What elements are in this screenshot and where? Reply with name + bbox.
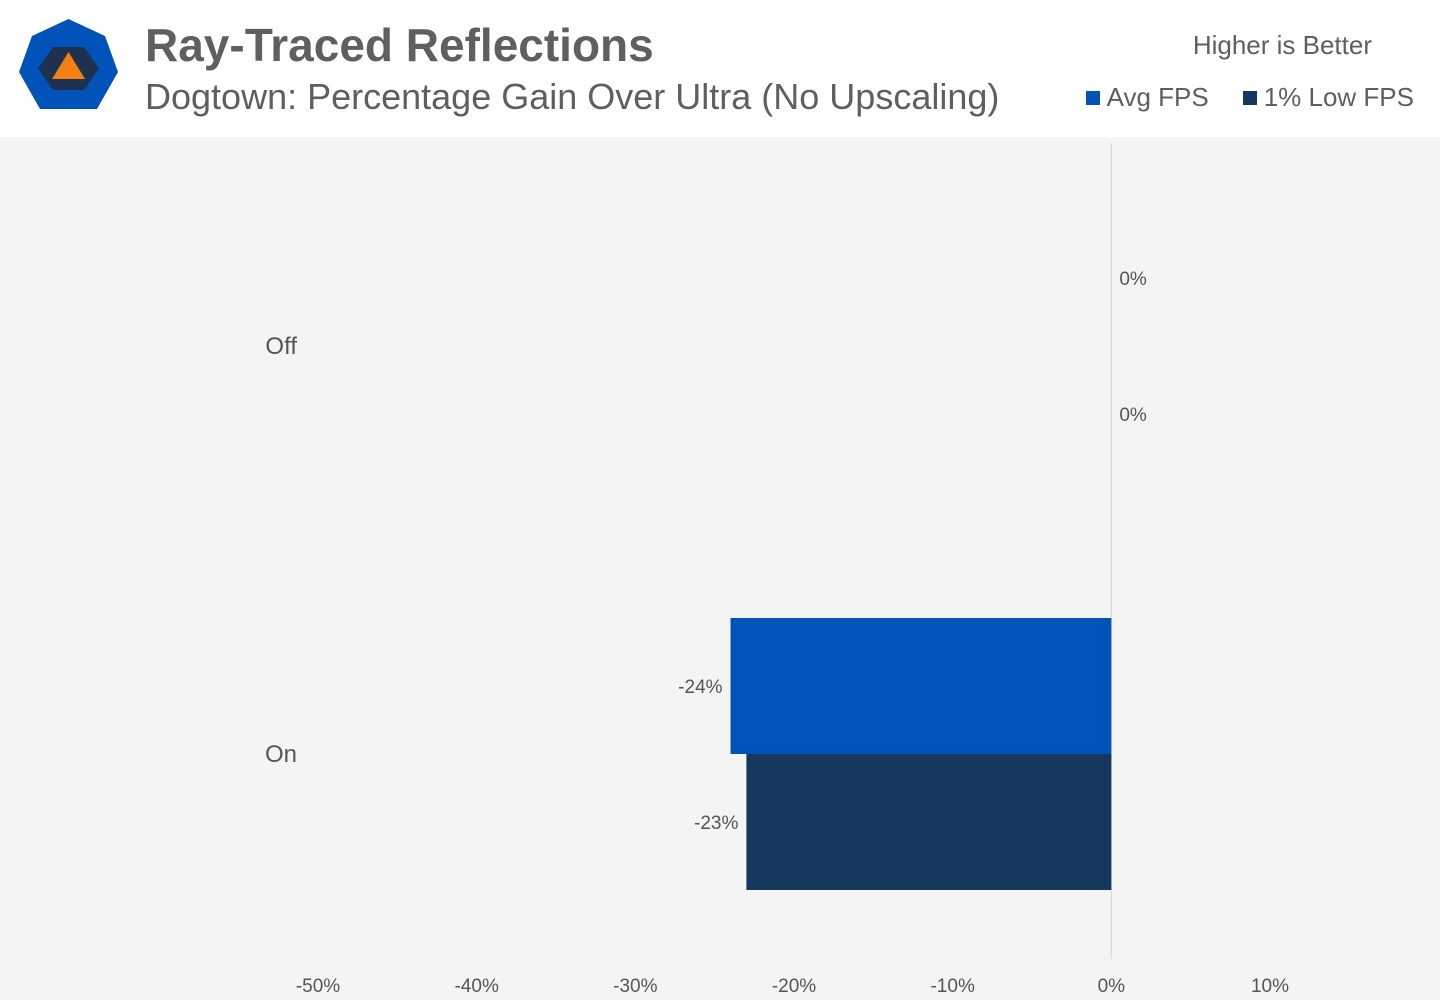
chart-subtitle: Dogtown: Percentage Gain Over Ultra (No …: [145, 76, 1000, 117]
chart-legend: Avg FPS 1% Low FPS: [1085, 82, 1414, 113]
data-label-off-1pct-low-fps: 0%: [1119, 405, 1147, 426]
x-tick-label: -40%: [454, 976, 498, 997]
bar-chart: 0% 0% Off -24% -23% On -50% -40% -30% -20% -10% 0% 1…: [265, 143, 1289, 997]
legend-item-1pct-low-fps: 1% Low FPS: [1242, 82, 1414, 113]
legend-label-avg-fps: Avg FPS: [1106, 82, 1209, 112]
x-tick-label: -20%: [772, 976, 816, 997]
x-tick-label: 0%: [1098, 976, 1126, 997]
x-tick-label: -30%: [613, 976, 657, 997]
higher-is-better-note: Higher is Better: [1192, 30, 1372, 60]
bar-on-1pct-low-fps: [746, 754, 1112, 890]
category-label-on: On: [265, 741, 297, 768]
bar-on-avg-fps: [730, 618, 1112, 754]
x-tick-label: -50%: [296, 976, 340, 997]
data-label-on-1pct-low-fps: -23%: [694, 813, 738, 834]
data-label-on-avg-fps: -24%: [678, 677, 722, 698]
legend-item-avg-fps: Avg FPS: [1085, 82, 1209, 113]
category-label-off: Off: [265, 333, 297, 360]
legend-swatch-1pct-low-fps: [1242, 90, 1257, 105]
hexagon-triangle-logo-icon: [19, 19, 118, 109]
chart-header: Ray-Traced Reflections Dogtown: Percenta…: [0, 0, 1440, 137]
x-tick-label: -10%: [930, 976, 974, 997]
chart-title: Ray-Traced Reflections: [145, 19, 654, 71]
plot-area: [0, 137, 1440, 1000]
legend-swatch-avg-fps: [1085, 90, 1100, 105]
x-tick-label: 10%: [1251, 976, 1289, 997]
legend-label-1pct-low-fps: 1% Low FPS: [1263, 82, 1414, 112]
data-label-off-avg-fps: 0%: [1119, 269, 1147, 290]
